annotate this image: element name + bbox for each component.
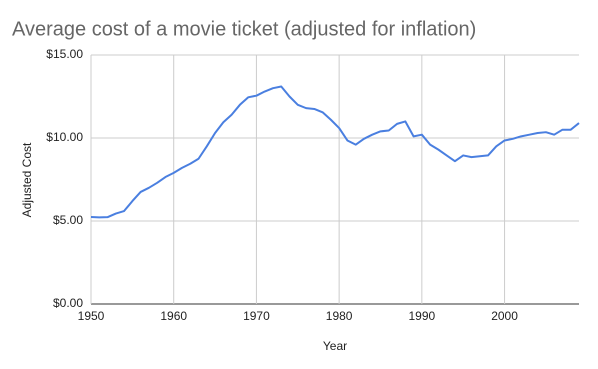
line-series: [90, 85, 580, 219]
y-tick-label: $15.00: [46, 47, 83, 61]
x-axis-title: Year: [323, 339, 347, 353]
chart-title: Average cost of a movie ticket (adjusted…: [12, 18, 476, 40]
y-tick-label: $10.00: [46, 130, 83, 144]
x-tick-label: 1950: [78, 309, 105, 323]
y-tick-label: $5.00: [53, 213, 83, 227]
x-tick-label: 1960: [160, 309, 187, 323]
x-tick-label: 1970: [243, 309, 270, 323]
x-tick-label: 2000: [491, 309, 518, 323]
y-tick-label: $0.00: [53, 296, 83, 310]
x-tick-label: 1990: [408, 309, 435, 323]
y-axis-title: Adjusted Cost: [20, 142, 34, 217]
x-tick-label: 1980: [326, 309, 353, 323]
